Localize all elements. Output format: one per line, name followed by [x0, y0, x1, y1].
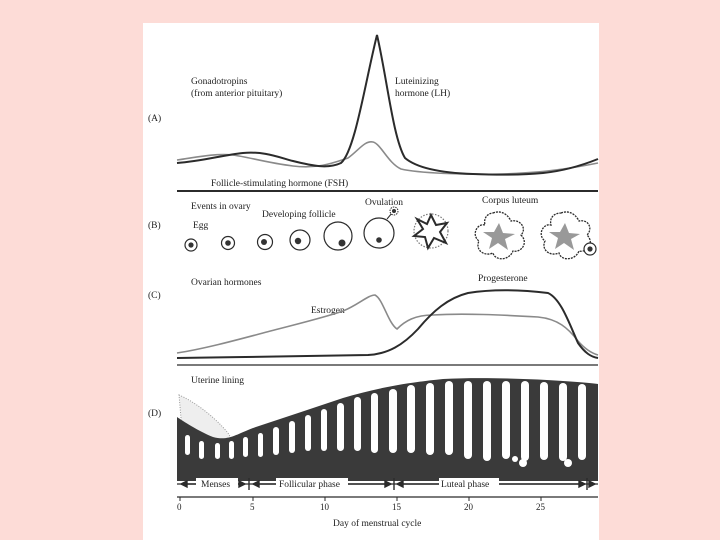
follicle-stage-1 — [184, 238, 198, 252]
panel-label-a: (A) — [148, 113, 161, 124]
fsh-label: Follicle-stimulating hormone (FSH) — [211, 178, 348, 189]
follicular-phase-label: Follicular phase — [279, 480, 340, 490]
follicle-stage-4 — [289, 229, 311, 251]
x-axis: 0 5 10 15 20 25 Day of menstrual cycle — [177, 496, 598, 529]
corpus-luteum-late — [540, 211, 591, 260]
panel-label-d: (D) — [148, 408, 161, 419]
corpus-luteum-label: Corpus luteum — [482, 196, 539, 206]
gonadotropins-subtitle: (from anterior pituitary) — [191, 88, 282, 99]
tick-label-0: 0 — [177, 502, 182, 512]
progesterone-label: Progesterone — [478, 274, 528, 284]
uterine-glands — [185, 381, 586, 467]
panel-label-c: (C) — [148, 290, 161, 301]
menses-label-bg — [196, 478, 238, 490]
section-d-uterine-lining: (D) Uterine lining — [148, 376, 598, 481]
tick-label-10: 10 — [320, 502, 330, 512]
ovulated-egg — [389, 206, 399, 216]
x-axis-title: Day of menstrual cycle — [333, 518, 421, 529]
follicle-stage-3 — [256, 233, 274, 251]
section-a-gonadotropins: (A) Gonadotropins (from anterior pituita… — [148, 34, 599, 192]
tick-label-25: 25 — [536, 502, 546, 512]
section-b-ovary: (B) Events in ovary Egg Developing folli… — [148, 196, 597, 260]
lh-label-line1: Luteinizing — [395, 77, 439, 87]
lh-label-line2: hormone (LH) — [395, 88, 450, 99]
follicle-stage-6-ruptured — [363, 212, 395, 249]
follicle-stage-2 — [220, 235, 236, 251]
corpus-luteum-early — [474, 211, 525, 260]
progesterone-curve — [176, 289, 599, 359]
estrogen-curve — [176, 294, 599, 356]
new-follicle — [583, 242, 597, 256]
ovarian-hormones-title: Ovarian hormones — [191, 278, 262, 288]
follicle-stage-5 — [323, 221, 353, 251]
estrogen-label: Estrogen — [311, 306, 345, 316]
phase-bar: Menses Follicular phase Luteal phase — [177, 478, 598, 490]
gonadotropins-title: Gonadotropins — [191, 77, 248, 87]
follicular-label-bg — [276, 478, 348, 490]
fsh-curve — [176, 141, 599, 176]
figure-panel: (A) Gonadotropins (from anterior pituita… — [143, 23, 599, 540]
menstrual-cycle-diagram: (A) Gonadotropins (from anterior pituita… — [148, 34, 599, 529]
lh-curve — [176, 34, 599, 176]
ruptured-follicle — [411, 212, 450, 251]
tick-label-15: 15 — [392, 502, 402, 512]
endometrium — [177, 378, 598, 481]
ovulation-label: Ovulation — [365, 198, 403, 208]
tick-label-5: 5 — [250, 502, 255, 512]
tick-label-20: 20 — [464, 502, 474, 512]
section-c-ovarian-hormones: (C) Ovarian hormones Estrogen Progestero… — [148, 274, 599, 366]
events-in-ovary-title: Events in ovary — [191, 202, 251, 212]
menses-label: Menses — [201, 480, 230, 490]
luteal-label-bg — [439, 478, 499, 490]
uterine-lining-title: Uterine lining — [191, 376, 244, 386]
panel-label-b: (B) — [148, 220, 161, 231]
egg-label: Egg — [193, 221, 209, 231]
luteal-phase-label: Luteal phase — [441, 480, 489, 490]
developing-follicle-label: Developing follicle — [262, 209, 336, 220]
